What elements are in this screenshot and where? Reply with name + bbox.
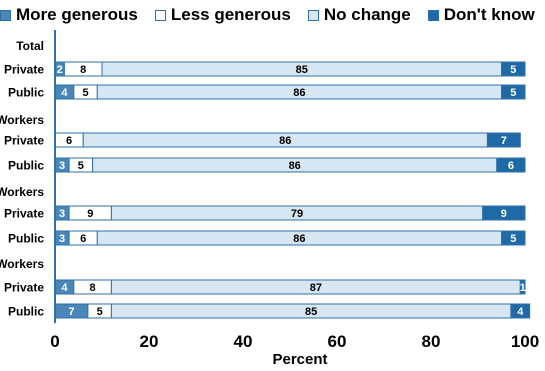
legend-item-dont-know: Don't know bbox=[427, 5, 535, 25]
x-tick-label: 0 bbox=[50, 332, 59, 351]
bar-segment bbox=[482, 205, 526, 221]
data-label: 5 bbox=[97, 306, 103, 318]
data-label: 9 bbox=[501, 208, 507, 220]
data-label: 7 bbox=[68, 306, 74, 318]
x-tick-label: 60 bbox=[328, 332, 347, 351]
category-label: Private bbox=[4, 281, 44, 295]
data-label: 5 bbox=[82, 87, 88, 99]
legend-item-less-generous: Less generous bbox=[154, 5, 291, 25]
legend-swatch-dont-know bbox=[427, 9, 439, 21]
category-label: Private bbox=[4, 63, 44, 77]
legend-swatch-no-change bbox=[307, 9, 319, 21]
group-label: Workers bbox=[0, 113, 44, 127]
group-label: Total bbox=[16, 39, 44, 53]
data-label: 8 bbox=[80, 64, 86, 76]
bar-segment bbox=[496, 157, 526, 173]
category-label: Public bbox=[8, 159, 44, 173]
data-label: 5 bbox=[510, 87, 516, 99]
legend-label-dont-know: Don't know bbox=[443, 5, 535, 24]
x-tick-label: 40 bbox=[234, 332, 253, 351]
data-label: 3 bbox=[59, 233, 65, 245]
category-label: Public bbox=[8, 305, 44, 319]
bar-segment bbox=[501, 230, 526, 246]
data-label: 5 bbox=[78, 160, 84, 172]
x-tick-label: 100 bbox=[511, 332, 539, 351]
data-label: 1 bbox=[520, 282, 526, 294]
category-label: Private bbox=[4, 207, 44, 221]
data-label: 86 bbox=[279, 135, 291, 147]
data-label: 5 bbox=[510, 64, 516, 76]
legend-item-no-change: No change bbox=[307, 5, 411, 25]
bar-segment bbox=[510, 303, 531, 319]
data-label: 4 bbox=[61, 282, 68, 294]
data-label: 3 bbox=[59, 160, 65, 172]
group-label: Workers bbox=[0, 185, 44, 199]
data-label: 6 bbox=[508, 160, 514, 172]
legend-swatch-more-generous bbox=[0, 9, 11, 21]
bar-segment bbox=[519, 279, 526, 295]
bar-segment bbox=[486, 132, 521, 148]
data-label: 86 bbox=[293, 233, 305, 245]
category-label: Public bbox=[8, 232, 44, 246]
data-label: 2 bbox=[57, 64, 63, 76]
x-axis-title: Percent bbox=[272, 351, 327, 368]
data-label: 8 bbox=[90, 282, 96, 294]
data-label: 86 bbox=[293, 87, 305, 99]
group-label: Workers bbox=[0, 257, 44, 271]
data-label: 4 bbox=[61, 87, 68, 99]
bar-segment bbox=[501, 61, 526, 77]
data-label: 4 bbox=[517, 306, 524, 318]
data-label: 85 bbox=[296, 64, 308, 76]
x-tick-label: 80 bbox=[422, 332, 441, 351]
data-label: 86 bbox=[289, 160, 301, 172]
data-label: 6 bbox=[80, 233, 86, 245]
data-label: 5 bbox=[510, 233, 516, 245]
data-label: 6 bbox=[66, 135, 72, 147]
legend-label-less-generous: Less generous bbox=[170, 5, 291, 24]
legend-label-no-change: No change bbox=[323, 5, 411, 24]
category-label: Private bbox=[4, 134, 44, 148]
chart-legend: More generous Less generous No change Do… bbox=[0, 4, 545, 26]
legend-swatch-less-generous bbox=[154, 9, 166, 21]
category-label: Public bbox=[8, 86, 44, 100]
data-label: 9 bbox=[87, 208, 93, 220]
x-tick-label: 20 bbox=[140, 332, 159, 351]
data-label: 85 bbox=[305, 306, 317, 318]
data-label: 79 bbox=[291, 208, 303, 220]
data-label: 87 bbox=[310, 282, 322, 294]
legend-label-more-generous: More generous bbox=[16, 5, 138, 24]
bar-segment bbox=[501, 84, 526, 100]
data-label: 3 bbox=[59, 208, 65, 220]
legend-item-more-generous: More generous bbox=[0, 5, 138, 25]
data-label: 7 bbox=[501, 135, 507, 147]
